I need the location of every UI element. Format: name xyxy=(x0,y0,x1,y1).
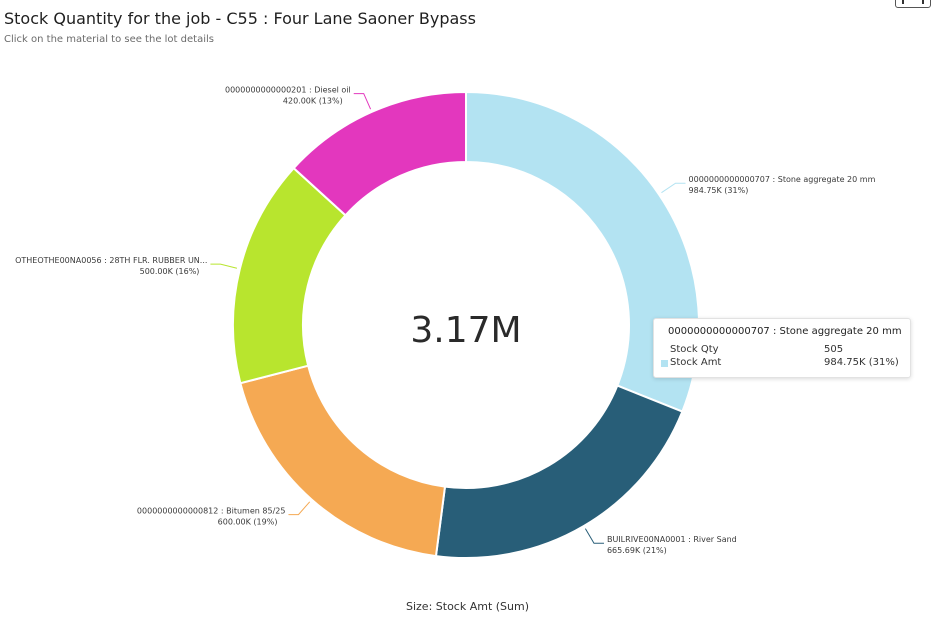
size-legend-caption: Size: Stock Amt (Sum) xyxy=(405,600,530,613)
leader-line xyxy=(210,263,238,269)
slice-labels: 0000000000000707 : Stone aggregate 20 mm… xyxy=(15,86,875,556)
donut-slices xyxy=(232,90,700,559)
slice-name-label[interactable]: 0000000000000201 : Diesel oil xyxy=(225,86,351,95)
chart-title: Stock Quantity for the job - C55 : Four … xyxy=(4,9,476,28)
tooltip-row-value: 505 xyxy=(824,344,844,355)
expand-button[interactable] xyxy=(895,0,931,8)
donut-slice[interactable] xyxy=(292,90,467,217)
tooltip-title: 0000000000000707 : Stone aggregate 20 mm xyxy=(668,326,902,337)
donut-slice[interactable] xyxy=(434,384,684,559)
chart-subtitle: Click on the material to see the lot det… xyxy=(4,34,214,45)
hover-tooltip: 0000000000000707 : Stone aggregate 20 mm… xyxy=(653,318,911,378)
slice-value-label: 984.75K (31%) xyxy=(689,186,749,195)
tooltip-color-swatch xyxy=(661,360,668,367)
tooltip-row-label: Stock Amt xyxy=(670,357,722,368)
slice-value-label: 665.69K (21%) xyxy=(607,546,667,555)
slice-value-label: 420.00K (13%) xyxy=(283,97,343,106)
donut-slice[interactable] xyxy=(465,90,700,413)
leader-line xyxy=(584,528,604,544)
slice-value-label: 600.00K (19%) xyxy=(218,518,278,527)
tooltip-row-value: 984.75K (31%) xyxy=(824,357,899,368)
slice-name-label[interactable]: 0000000000000812 : Bitumen 85/25 xyxy=(137,507,286,516)
leader-line xyxy=(661,182,686,194)
tooltip-row-label: Stock Qty xyxy=(670,344,719,355)
slice-name-label[interactable]: BUILRIVE00NA0001 : River Sand xyxy=(607,535,737,544)
leader-line xyxy=(353,93,372,110)
leader-line xyxy=(288,501,311,516)
leader-lines xyxy=(210,93,686,544)
slice-value-label: 500.00K (16%) xyxy=(140,267,200,276)
center-total-label: 3.17M xyxy=(410,310,521,351)
donut-slice[interactable] xyxy=(239,364,447,558)
slice-name-label[interactable]: OTHEOTHE00NA0056 : 28TH FLR. RUBBER UN..… xyxy=(15,256,207,265)
slice-name-label[interactable]: 0000000000000707 : Stone aggregate 20 mm xyxy=(689,175,876,184)
